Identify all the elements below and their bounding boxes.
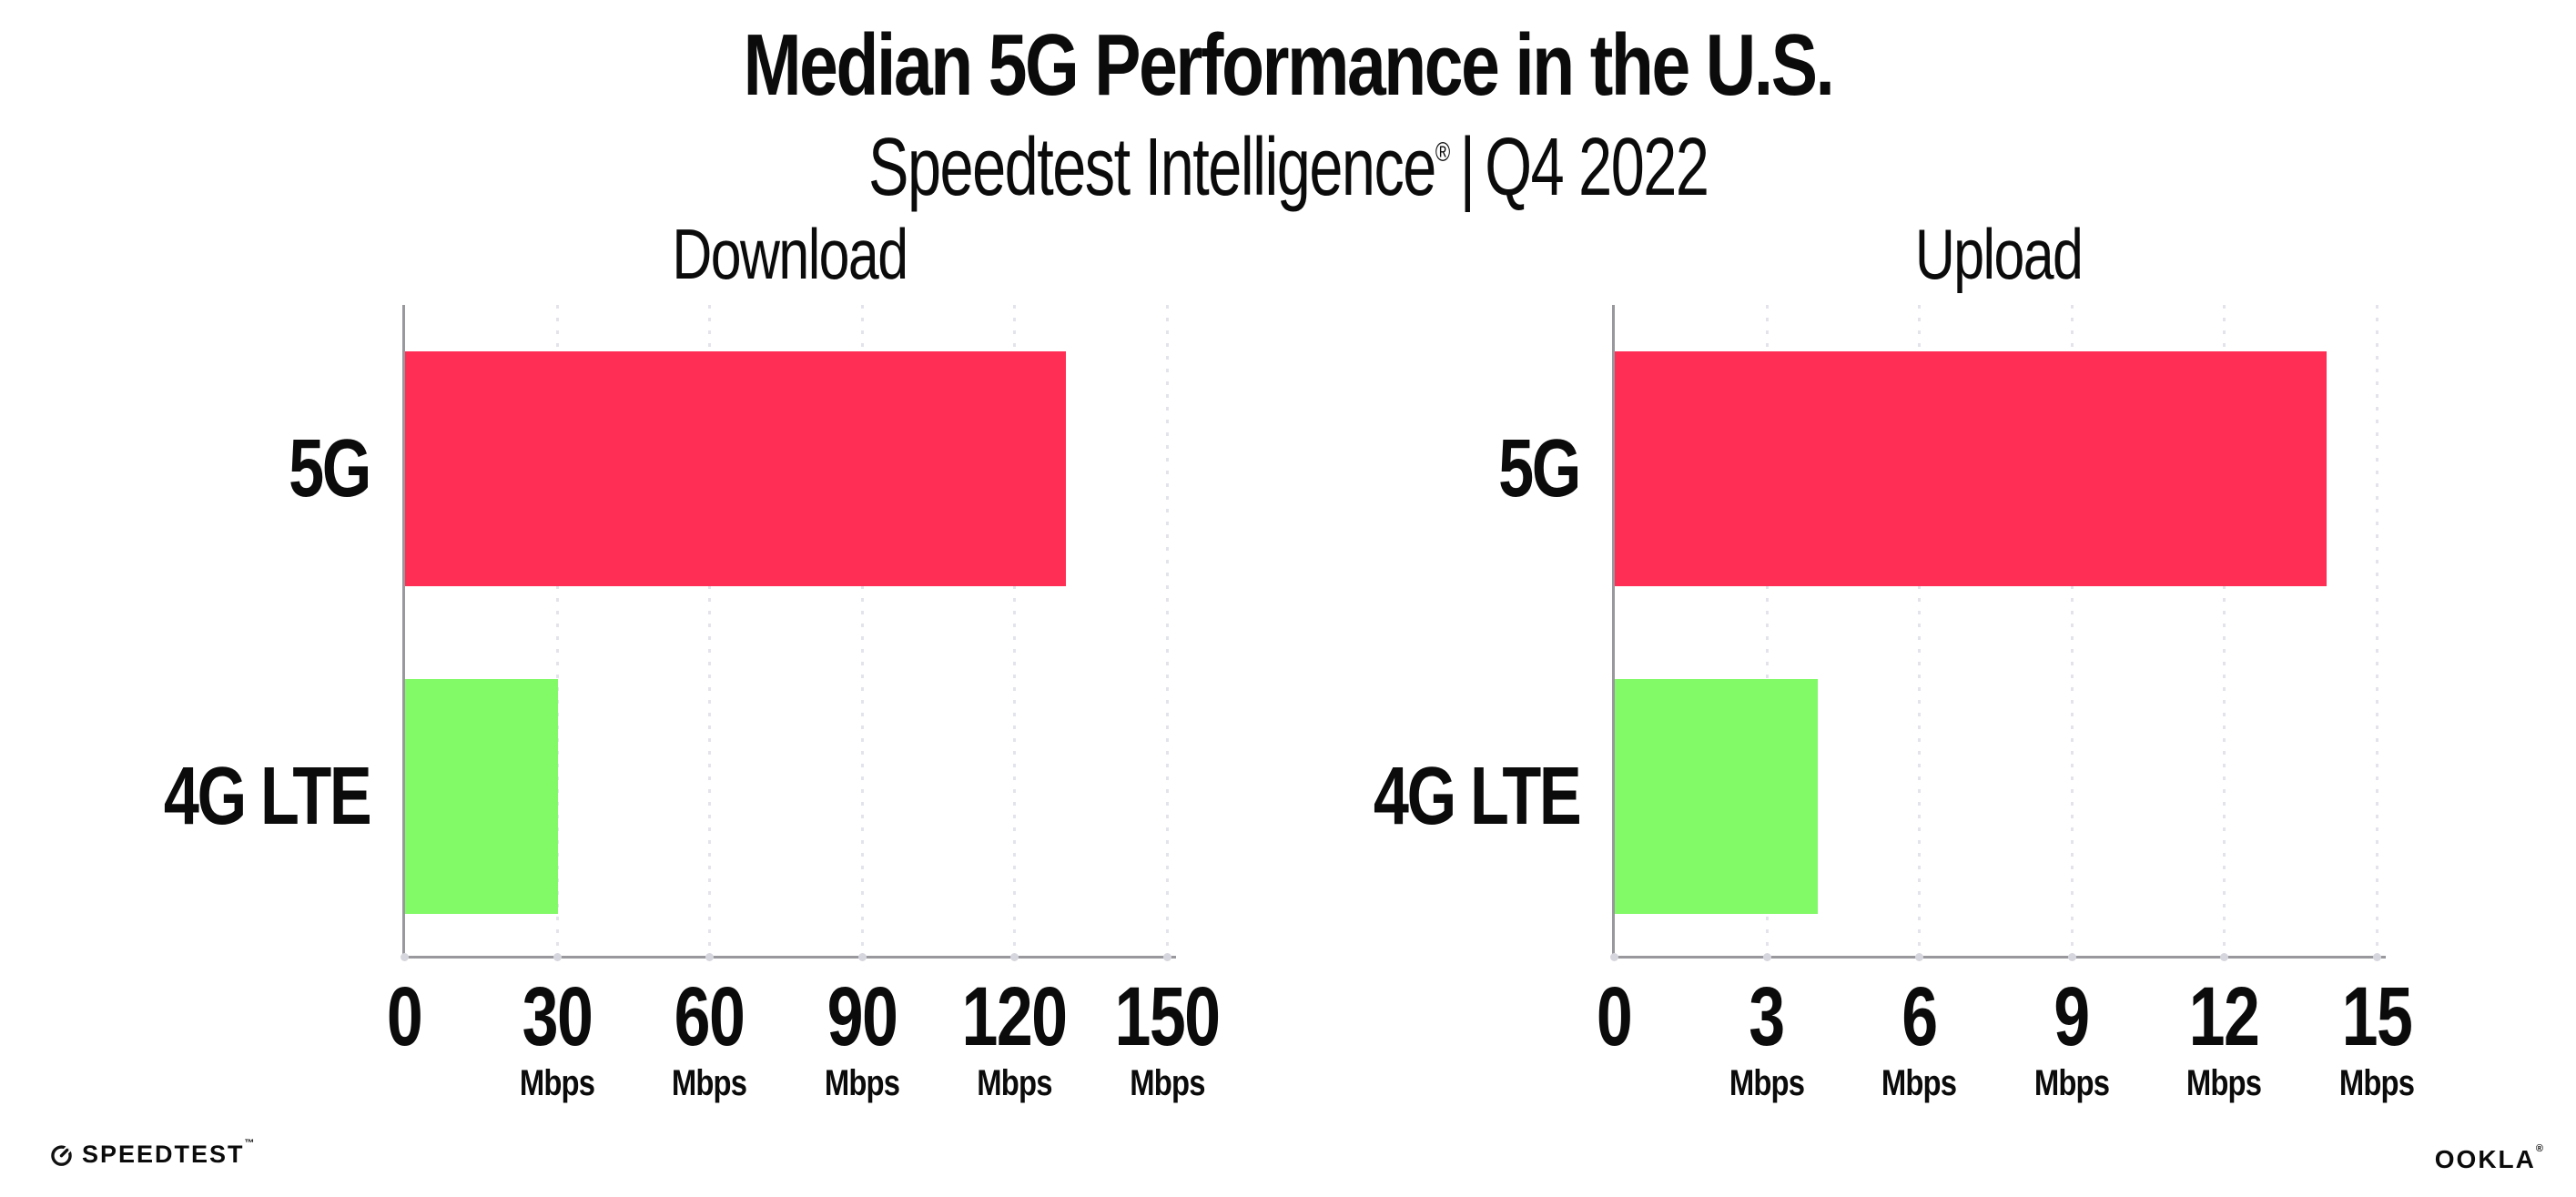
bar-4g-lte — [405, 679, 558, 914]
x-tick-unit: Mbps — [2186, 1063, 2262, 1103]
download-chart: Download 0 30 Mbps 60 Mbps 90 Mbps 120 Mbps 150 Mb… — [164, 218, 1222, 1101]
subtitle-brand: Speedtest Intelligence — [867, 122, 1436, 213]
gridline — [2223, 305, 2226, 956]
category-label-5g: 5G — [289, 423, 371, 514]
axis-tick-dot — [1610, 953, 1618, 961]
x-tick-unit: Mbps — [977, 1063, 1052, 1103]
axis-tick-dot — [705, 953, 715, 961]
x-tick-label: 150 Mbps — [1100, 975, 1234, 1103]
ookla-registered-mark: ® — [2535, 1142, 2545, 1154]
gridline — [555, 305, 559, 956]
x-tick-unit: Mbps — [519, 1063, 594, 1103]
ookla-logo-text: OOKLA — [2434, 1145, 2536, 1173]
gridline — [2070, 305, 2074, 956]
x-tick-unit: Mbps — [824, 1063, 900, 1103]
x-tick-unit: Mbps — [2033, 1063, 2110, 1103]
category-label-5g: 5G — [1498, 423, 1581, 514]
registered-mark: ® — [1435, 137, 1450, 167]
trademark-mark: ™ — [244, 1138, 257, 1149]
upload-plot-area — [1610, 305, 2386, 961]
axis-tick-dot — [1915, 953, 1924, 961]
axis-tick-dot — [1010, 953, 1019, 961]
x-tick-label: 3 Mbps — [1720, 975, 1811, 1103]
x-tick-label: 9 Mbps — [2026, 975, 2117, 1103]
gridline — [1765, 305, 1769, 956]
subtitle-period: Q4 2022 — [1485, 122, 1709, 213]
bar-5g — [405, 351, 1067, 586]
x-tick-label: 0 — [1596, 970, 1633, 1063]
axis-tick-dot — [2220, 953, 2229, 961]
category-label-4g-lte: 4G LTE — [163, 751, 372, 842]
gridline — [1918, 305, 1922, 956]
gridline — [2376, 305, 2378, 956]
gridline — [860, 305, 864, 956]
speedtest-gauge-icon — [51, 1145, 72, 1166]
page-subtitle: Speedtest Intelligence® | Q4 2022 — [0, 115, 2576, 211]
ookla-logo: OOKLA® — [2434, 1142, 2545, 1174]
x-tick-label: 30 Mbps — [511, 975, 602, 1103]
x-tick-unit: Mbps — [2338, 1063, 2415, 1103]
gridline — [1013, 305, 1017, 956]
axis-tick-dot — [1762, 953, 1771, 961]
x-tick-unit: Mbps — [1729, 1063, 1804, 1103]
axis-tick-dot — [2067, 953, 2076, 961]
gridline — [1166, 305, 1169, 956]
axis-tick-dot — [553, 953, 562, 961]
axis-tick-dot — [2373, 953, 2381, 961]
x-tick-label: 0 — [386, 970, 423, 1063]
x-tick-unit: Mbps — [1881, 1063, 1957, 1103]
upload-chart: Upload 0 3 Mbps 6 Mbps 9 Mbps 12 Mbps 15 Mbps 5G 4G … — [1374, 218, 2415, 1101]
x-tick-label: 60 Mbps — [664, 975, 755, 1103]
page-title: Median 5G Performance in the U.S. — [743, 16, 1835, 114]
subtitle-separator: | — [1459, 122, 1475, 213]
x-tick-unit: Mbps — [672, 1063, 747, 1103]
x-tick-unit: Mbps — [1129, 1063, 1205, 1103]
bar-5g — [1615, 351, 2328, 586]
x-tick-label: 90 Mbps — [816, 975, 908, 1103]
speedtest-logo: SPEEDTEST™ — [49, 1138, 257, 1169]
speedtest-logo-text: SPEEDTEST™ — [82, 1138, 257, 1168]
x-tick-label: 6 Mbps — [1873, 975, 1964, 1103]
x-tick-label: 15 Mbps — [2331, 975, 2422, 1103]
download-plot-area — [401, 305, 1176, 961]
category-label-4g-lte: 4G LTE — [1373, 751, 1582, 842]
axis-tick-dot — [401, 953, 409, 961]
x-tick-label: 120 Mbps — [948, 975, 1082, 1103]
axis-tick-dot — [1163, 953, 1171, 961]
bar-4g-lte — [1615, 679, 1819, 914]
download-chart-title: Download — [671, 214, 908, 294]
x-tick-label: 12 Mbps — [2178, 975, 2269, 1103]
axis-tick-dot — [857, 953, 867, 961]
upload-chart-title: Upload — [1915, 214, 2084, 294]
gridline — [708, 305, 712, 956]
